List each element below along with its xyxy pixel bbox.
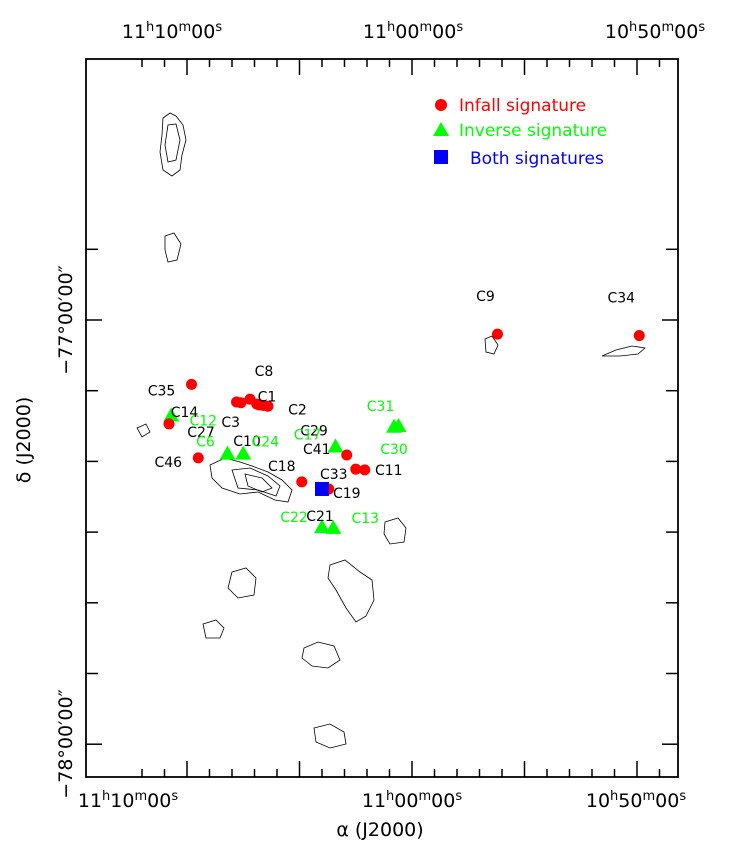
- marker-c24: [235, 445, 252, 460]
- legend-infall-marker: [435, 99, 447, 111]
- label-c6: C6: [196, 435, 215, 451]
- legend: Infall signature Inverse signature Both …: [433, 96, 607, 169]
- legend-inverse-label: Inverse signature: [459, 121, 607, 141]
- cloud-contours: [136, 112, 646, 749]
- legend-both-label: Both signatures: [470, 149, 604, 169]
- label-c14: C14: [171, 405, 199, 421]
- marker-c22: [314, 519, 330, 534]
- label-c30: C30: [380, 442, 408, 458]
- label-c27: C27: [187, 425, 215, 441]
- marker-c30: [386, 418, 402, 433]
- y-tick-label-0: −77°00′00″: [55, 265, 77, 374]
- label-c33: C33: [320, 467, 348, 483]
- marker-c13: [325, 519, 342, 534]
- label-c22: C22: [280, 510, 308, 526]
- legend-inverse-marker: [433, 122, 449, 136]
- marker-c46: [192, 452, 204, 464]
- label-c9: C9: [476, 289, 495, 305]
- legend-both-marker: [434, 150, 448, 164]
- label-c46: C46: [154, 455, 182, 471]
- label-c41: C41: [303, 442, 331, 458]
- label-c29: C29: [300, 423, 328, 439]
- label-c24: C24: [251, 435, 279, 451]
- marker-c41: [341, 449, 353, 461]
- label-c34: C34: [607, 291, 635, 307]
- markers: [163, 328, 645, 534]
- label-c8: C8: [255, 364, 274, 380]
- label-c2: C2: [288, 403, 307, 419]
- label-c12: C12: [189, 413, 217, 429]
- marker-c6: [219, 445, 236, 460]
- marker-c10: [253, 399, 265, 411]
- marker-c12: [163, 407, 180, 422]
- marker-c14: [231, 396, 242, 408]
- label-c13: C13: [351, 511, 379, 527]
- label-c31: C31: [367, 399, 395, 415]
- marker-c27: [163, 418, 175, 430]
- label-c35: C35: [148, 383, 176, 399]
- marker-c17: [327, 438, 344, 453]
- legend-infall-label: Infall signature: [459, 96, 586, 116]
- marker-c33: [350, 463, 362, 475]
- plot-frame: [85, 58, 679, 778]
- label-c18: C18: [268, 459, 296, 475]
- label-c17: C17: [294, 428, 322, 444]
- x-tick-label-bottom-2: 10h50m00s: [586, 789, 686, 812]
- label-c3: C3: [221, 415, 240, 431]
- marker-c18: [296, 476, 308, 488]
- marker-c29: [262, 400, 274, 412]
- marker-c11: [359, 464, 371, 476]
- marker-c34: [633, 330, 645, 342]
- x-tick-label-bottom-0: 11h10m00s: [78, 789, 178, 812]
- x-tick-label-top-2: 10h50m00s: [605, 20, 705, 43]
- label-c21: C21: [306, 509, 334, 525]
- x-tick-label-top-0: 11h10m00s: [122, 20, 222, 43]
- y-tick-label-1: −78°00′00″: [55, 689, 77, 798]
- marker-c21: [315, 481, 329, 496]
- marker-c9: [492, 328, 503, 340]
- label-c10: C10: [233, 434, 261, 450]
- label-c11: C11: [375, 463, 403, 479]
- y-axis-label: δ (J2000): [13, 397, 35, 483]
- label-c19: C19: [333, 486, 361, 502]
- marker-c35: [186, 378, 197, 390]
- axis-ticks: [86, 59, 678, 777]
- x-axis-label: α (J2000): [336, 819, 423, 841]
- x-tick-label-top-1: 11h00m00s: [363, 20, 463, 43]
- label-c1: C1: [258, 390, 277, 406]
- x-tick-label-bottom-1: 11h00m00s: [362, 789, 462, 812]
